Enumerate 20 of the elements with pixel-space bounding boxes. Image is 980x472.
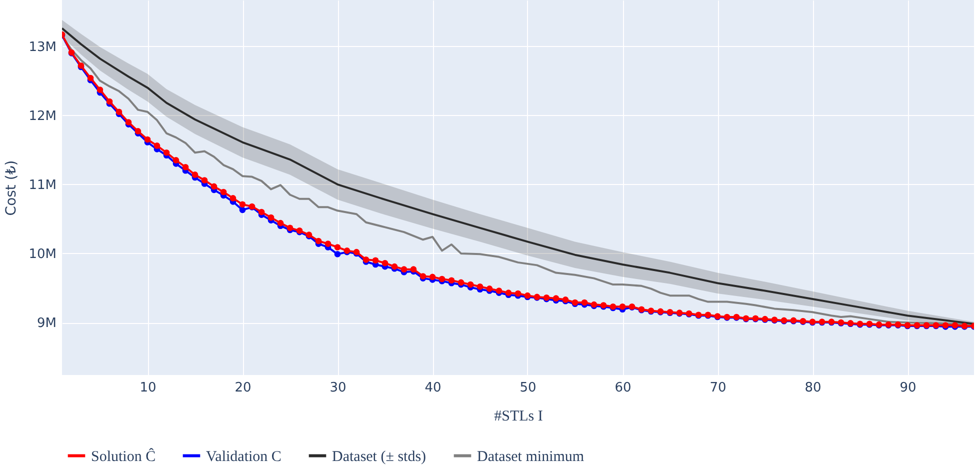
- x-axis-title: #STLs I: [494, 408, 543, 424]
- x-tick-label: 20: [234, 380, 252, 396]
- x-tick-label: 50: [520, 380, 536, 396]
- x-tick-label: 30: [330, 380, 346, 396]
- x-tick-label: 80: [804, 380, 822, 396]
- x-tick-label: 90: [900, 380, 916, 396]
- legend-label: Dataset minimum: [477, 448, 584, 465]
- y-tick-label: 13M: [28, 40, 56, 55]
- x-tick-label: 60: [614, 380, 632, 396]
- y-tick-label: 11M: [28, 178, 56, 193]
- legend-label: Validation C: [206, 448, 282, 465]
- x-tick-label: 40: [424, 380, 442, 396]
- y-tick-label: 10M: [28, 246, 56, 262]
- y-axis-title: Cost (₺): [4, 160, 20, 216]
- x-tick-label: 10: [140, 380, 156, 396]
- legend-label: Dataset (± stds): [332, 448, 426, 465]
- legend-label: Solution Ĉ: [91, 448, 156, 465]
- y-tick-label: 12M: [28, 108, 56, 124]
- x-tick-label: 70: [710, 380, 726, 396]
- y-tick-label: 9M: [37, 316, 56, 332]
